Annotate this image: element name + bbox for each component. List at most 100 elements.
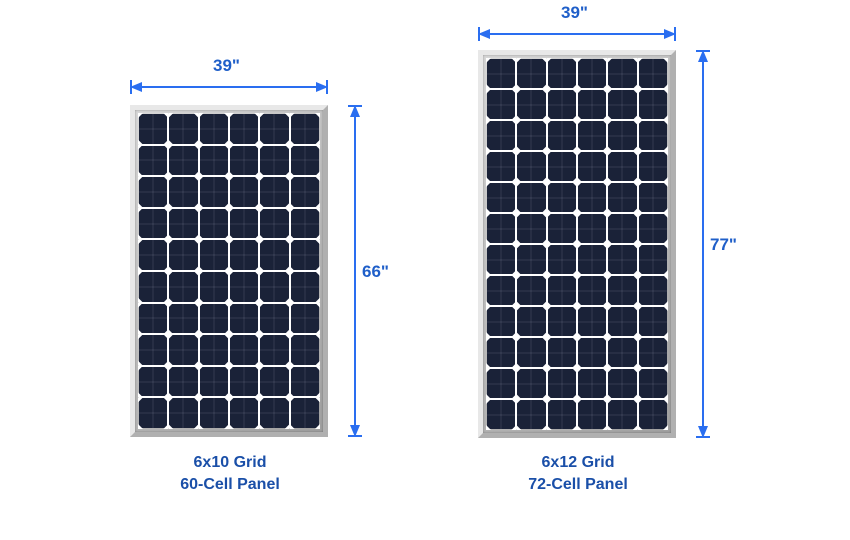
solar-cell (487, 59, 515, 88)
solar-cell (200, 177, 228, 207)
solar-cell (639, 400, 667, 429)
solar-cell (517, 59, 545, 88)
solar-cell (291, 398, 319, 428)
solar-cell (291, 177, 319, 207)
solar-cell (260, 177, 288, 207)
solar-cell (608, 369, 636, 398)
solar-cell (200, 209, 228, 239)
solar-cell (291, 240, 319, 270)
solar-cell (230, 146, 258, 176)
solar-cell (517, 307, 545, 336)
solar-cell (548, 152, 576, 181)
solar-cell (230, 114, 258, 144)
solar-cell (517, 245, 545, 274)
solar-cell (169, 209, 197, 239)
solar-cell (139, 367, 167, 397)
solar-cell (169, 146, 197, 176)
solar-cell (230, 398, 258, 428)
solar-cell (578, 369, 606, 398)
solar-cell (487, 152, 515, 181)
cell-grid-72 (487, 59, 667, 429)
solar-cell (639, 214, 667, 243)
solar-cell (139, 272, 167, 302)
solar-cell (200, 367, 228, 397)
solar-cell (487, 214, 515, 243)
solar-cell (639, 369, 667, 398)
solar-cell (230, 335, 258, 365)
solar-cell (260, 240, 288, 270)
solar-cell (517, 90, 545, 119)
solar-cell (608, 276, 636, 305)
solar-cell (608, 59, 636, 88)
solar-cell (169, 304, 197, 334)
solar-cell (260, 335, 288, 365)
solar-cell (139, 304, 167, 334)
solar-cell (200, 272, 228, 302)
panel-frame-72 (478, 50, 676, 438)
caption-60: 6x10 Grid 60-Cell Panel (120, 452, 340, 495)
solar-cell (230, 272, 258, 302)
solar-cell (548, 183, 576, 212)
solar-cell (548, 307, 576, 336)
solar-cell (169, 114, 197, 144)
solar-cell (578, 183, 606, 212)
solar-cell (639, 59, 667, 88)
solar-cell (291, 209, 319, 239)
solar-cell (548, 369, 576, 398)
solar-cell (578, 121, 606, 150)
solar-cell (548, 245, 576, 274)
solar-cell (230, 304, 258, 334)
solar-cell (487, 369, 515, 398)
solar-cell (639, 276, 667, 305)
solar-cell (639, 183, 667, 212)
solar-cell (578, 400, 606, 429)
solar-cell (487, 276, 515, 305)
solar-cell (169, 335, 197, 365)
solar-cell (291, 335, 319, 365)
solar-cell (578, 90, 606, 119)
solar-cell (260, 146, 288, 176)
width-arrow-right (478, 27, 676, 41)
solar-cell (608, 307, 636, 336)
solar-cell (608, 152, 636, 181)
solar-cell (608, 90, 636, 119)
solar-cell (260, 114, 288, 144)
solar-cell (169, 367, 197, 397)
solar-cell (139, 240, 167, 270)
solar-cell (548, 121, 576, 150)
caption-line2: 60-Cell Panel (180, 476, 280, 493)
solar-cell (200, 114, 228, 144)
solar-cell (639, 245, 667, 274)
caption-line1: 6x10 Grid (194, 454, 267, 471)
solar-cell (139, 114, 167, 144)
solar-cell (291, 367, 319, 397)
solar-cell (517, 214, 545, 243)
height-label-left: 66" (362, 262, 389, 282)
solar-cell (291, 272, 319, 302)
solar-cell (230, 367, 258, 397)
solar-cell (169, 272, 197, 302)
solar-cell (548, 214, 576, 243)
solar-cell (608, 121, 636, 150)
caption-72: 6x12 Grid 72-Cell Panel (468, 452, 688, 495)
solar-cell (487, 90, 515, 119)
caption-line2: 72-Cell Panel (528, 476, 628, 493)
solar-cell (291, 114, 319, 144)
height-label-right: 77" (710, 235, 737, 255)
solar-cell (487, 121, 515, 150)
solar-cell (487, 400, 515, 429)
solar-cell (291, 304, 319, 334)
solar-cell (487, 183, 515, 212)
solar-cell (517, 121, 545, 150)
solar-cell (291, 146, 319, 176)
solar-cell (639, 152, 667, 181)
solar-cell (578, 214, 606, 243)
solar-cell (578, 245, 606, 274)
solar-cell (639, 90, 667, 119)
solar-cell (200, 335, 228, 365)
solar-cell (578, 152, 606, 181)
solar-cell (548, 276, 576, 305)
solar-cell (487, 338, 515, 367)
solar-cell (639, 121, 667, 150)
solar-cell (517, 276, 545, 305)
